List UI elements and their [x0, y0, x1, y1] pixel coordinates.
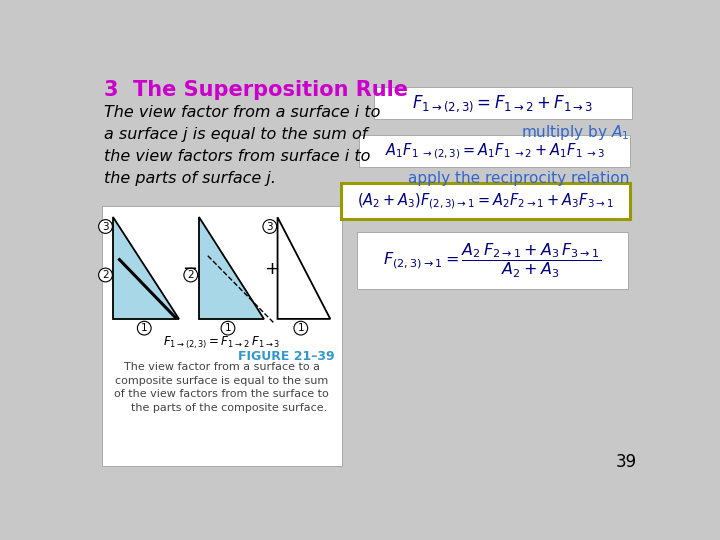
- FancyBboxPatch shape: [102, 206, 342, 466]
- Text: $(A_2 + A_3)F_{(2,3)\rightarrow 1} = A_2F_{2\rightarrow 1} + A_3F_{3\rightarrow : $(A_2 + A_3)F_{(2,3)\rightarrow 1} = A_2…: [357, 191, 614, 211]
- Text: 2: 2: [102, 270, 109, 280]
- Text: apply the reciprocity relation: apply the reciprocity relation: [408, 171, 629, 186]
- Text: 3  The Superposition Rule: 3 The Superposition Rule: [104, 80, 408, 100]
- Text: 1: 1: [141, 323, 148, 333]
- Text: 1: 1: [297, 323, 304, 333]
- FancyBboxPatch shape: [374, 87, 631, 119]
- Text: $F_{(2,3)\rightarrow 1} = \dfrac{A_2\,F_{2\rightarrow 1} + A_3\,F_{3\rightarrow : $F_{(2,3)\rightarrow 1} = \dfrac{A_2\,F_…: [383, 241, 601, 280]
- Text: 39: 39: [616, 454, 637, 471]
- Text: $A_1F_{1\;\rightarrow(2,3)} = A_1F_{1\;\rightarrow 2} + A_1F_{1\;\rightarrow 3}$: $A_1F_{1\;\rightarrow(2,3)} = A_1F_{1\;\…: [384, 141, 604, 161]
- Text: multiply by $A_1$: multiply by $A_1$: [521, 123, 629, 143]
- Text: The view factor from a surface to a
composite surface is equal to the sum
of the: The view factor from a surface to a comp…: [114, 362, 329, 413]
- Polygon shape: [113, 217, 179, 319]
- Text: 2: 2: [187, 270, 194, 280]
- FancyBboxPatch shape: [356, 232, 628, 289]
- Text: 1: 1: [225, 323, 231, 333]
- Polygon shape: [199, 217, 264, 319]
- Text: $F_{1\rightarrow(2,3)} = F_{1\rightarrow 2}\;F_{1\rightarrow 3}$: $F_{1\rightarrow(2,3)} = F_{1\rightarrow…: [163, 334, 281, 350]
- Text: $F_{1\rightarrow(2,3)} = F_{1\rightarrow 2} + F_{1\rightarrow 3}$: $F_{1\rightarrow(2,3)} = F_{1\rightarrow…: [413, 93, 594, 113]
- Text: −: −: [181, 260, 197, 278]
- FancyBboxPatch shape: [359, 135, 630, 167]
- Text: +: +: [264, 260, 279, 278]
- Text: 3: 3: [266, 221, 273, 232]
- Text: 3: 3: [102, 221, 109, 232]
- FancyBboxPatch shape: [341, 184, 630, 219]
- Text: FIGURE 21–39: FIGURE 21–39: [238, 350, 335, 363]
- Text: The view factor from a surface i to
a surface j is equal to the sum of
the view : The view factor from a surface i to a su…: [104, 105, 380, 186]
